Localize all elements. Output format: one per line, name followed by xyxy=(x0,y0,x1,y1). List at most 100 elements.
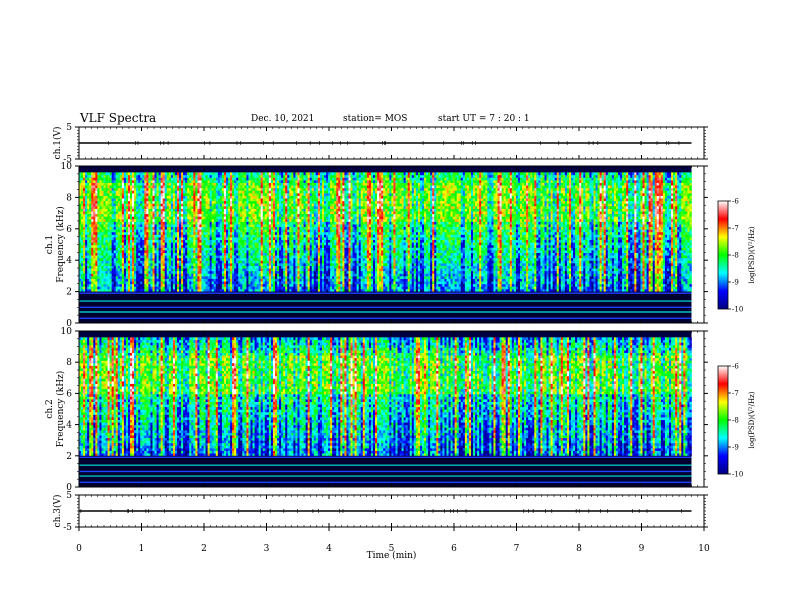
spectrogram-cell xyxy=(244,201,246,204)
spectrogram-cell xyxy=(244,193,246,196)
spectrogram-cell xyxy=(110,224,112,227)
spectrogram-cell xyxy=(236,206,238,209)
spectrogram-cell xyxy=(187,260,189,263)
spectrogram-cell xyxy=(157,245,159,248)
spectrogram-cell xyxy=(271,188,273,191)
spectrogram-cell xyxy=(257,260,259,263)
spectrogram-cell xyxy=(130,190,132,193)
spectrogram-cell xyxy=(259,268,261,271)
spectrogram-cell xyxy=(253,245,255,248)
spectrogram-cell xyxy=(202,222,204,225)
spectrogram-cell xyxy=(234,196,236,199)
spectrogram-cell xyxy=(234,219,236,222)
spectrogram-cell xyxy=(159,237,161,240)
spectrogram-cell xyxy=(204,203,206,206)
spectrogram-cell xyxy=(238,250,240,253)
spectrogram-cell xyxy=(101,183,103,186)
spectrogram-cell xyxy=(212,271,214,274)
spectrogram-cell xyxy=(128,240,130,243)
spectrogram-cell xyxy=(99,209,101,212)
spectrogram-cell xyxy=(140,196,142,199)
spectrogram-cell xyxy=(267,203,269,206)
spectrogram-cell xyxy=(197,248,199,251)
spectrogram-cell xyxy=(99,222,101,225)
spectrogram-cell xyxy=(120,237,122,240)
spectrogram-cell xyxy=(118,250,120,253)
spectrogram-cell xyxy=(185,258,187,261)
spectrogram-cell xyxy=(104,242,106,245)
spectrogram-cell xyxy=(248,185,250,188)
spectrogram-cell xyxy=(173,242,175,245)
spectrogram-cell xyxy=(112,255,114,258)
spectrogram-cell xyxy=(232,198,234,201)
spectrogram-cell xyxy=(142,255,144,258)
spectrogram-cell xyxy=(181,255,183,258)
spectrogram-cell xyxy=(273,219,275,222)
spectrogram-cell xyxy=(144,235,146,238)
spectrogram-cell xyxy=(208,201,210,204)
spectrogram-cell xyxy=(85,180,87,183)
spectrogram-cell xyxy=(189,271,191,274)
spectrogram-cell xyxy=(91,219,93,222)
spectrogram-cell xyxy=(108,289,110,292)
spectrogram-cell xyxy=(195,266,197,269)
spectrogram-cell xyxy=(95,185,97,188)
spectrogram-cell xyxy=(199,201,201,204)
spectrogram-cell xyxy=(236,253,238,256)
spectrogram-cell xyxy=(118,229,120,232)
spectrogram-cell xyxy=(193,203,195,206)
spectrogram-cell xyxy=(165,260,167,263)
spectrogram-cell xyxy=(95,240,97,243)
spectrogram-cell xyxy=(124,253,126,256)
spectrogram-cell xyxy=(148,286,150,289)
spectrogram-cell xyxy=(248,172,250,175)
spectrogram-cell xyxy=(87,255,89,258)
spectrogram-cell xyxy=(242,203,244,206)
spectrogram-cell xyxy=(155,193,157,196)
spectrogram-cell xyxy=(165,240,167,243)
spectrogram-cell xyxy=(246,193,248,196)
spectrogram-cell xyxy=(181,260,183,263)
spectrogram-cell xyxy=(187,235,189,238)
spectrogram-cell xyxy=(253,253,255,256)
spectrogram-cell xyxy=(173,237,175,240)
spectrogram-cell xyxy=(226,193,228,196)
spectrogram-cell xyxy=(106,201,108,204)
spectrogram-cell xyxy=(204,180,206,183)
spectrogram-cell xyxy=(159,211,161,214)
spectrogram-cell xyxy=(236,271,238,274)
spectrogram-cell xyxy=(263,253,265,256)
spectrogram-cell xyxy=(244,273,246,276)
spectrogram-cell xyxy=(116,248,118,251)
spectrogram-cell xyxy=(104,253,106,256)
spectrogram-cell xyxy=(222,229,224,232)
spectrogram-cell xyxy=(99,237,101,240)
spectrogram-cell xyxy=(210,177,212,180)
spectrogram-cell xyxy=(214,289,216,292)
ylabel-group: ch.3(V) xyxy=(52,495,63,528)
spectrogram-cell xyxy=(114,211,116,214)
spectrogram-cell xyxy=(99,289,101,292)
spectrogram-cell xyxy=(259,229,261,232)
spectrogram-cell xyxy=(181,250,183,253)
spectrogram-cell xyxy=(124,185,126,188)
spectrogram-cell xyxy=(144,227,146,230)
spectrogram-cell xyxy=(87,201,89,204)
spectrogram-cell xyxy=(230,242,232,245)
spectrogram-cell xyxy=(101,271,103,274)
spectrogram-cell xyxy=(157,214,159,217)
spectrogram-cell xyxy=(248,206,250,209)
spectrogram-cell xyxy=(91,172,93,175)
spectrogram-cell xyxy=(273,281,275,284)
spectrogram-cell xyxy=(104,271,106,274)
spectrogram-cell xyxy=(153,193,155,196)
spectrogram-cell xyxy=(185,281,187,284)
spectrogram-cell xyxy=(144,253,146,256)
spectrogram-cell xyxy=(187,198,189,201)
spectrogram-cell xyxy=(246,188,248,191)
spectrogram-cell xyxy=(106,219,108,222)
spectrogram-cell xyxy=(99,188,101,191)
spectrogram-cell xyxy=(248,180,250,183)
spectrogram-cell xyxy=(130,260,132,263)
spectrogram-cell xyxy=(197,224,199,227)
